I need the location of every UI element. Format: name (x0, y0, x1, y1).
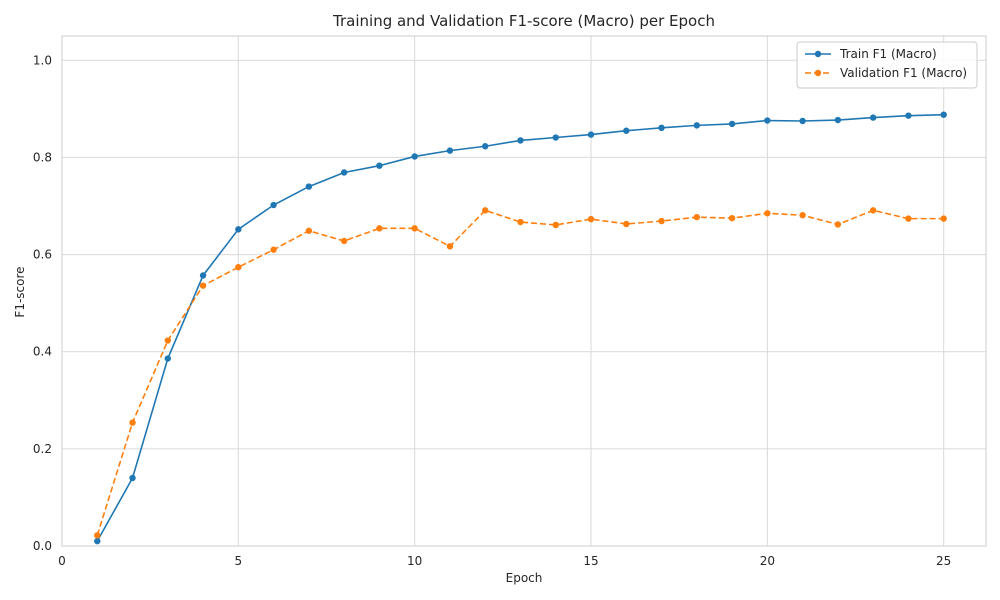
series-validation (94, 207, 947, 539)
data-point (94, 537, 101, 545)
data-point (693, 213, 701, 221)
data-point (199, 282, 207, 289)
data-point (905, 215, 912, 222)
data-point (164, 337, 172, 344)
data-point (552, 134, 559, 141)
data-point (517, 137, 524, 144)
x-tick-labels: 0 5 10 15 20 25 (58, 554, 951, 568)
data-point (764, 117, 771, 124)
data-point (446, 147, 454, 154)
data-point (270, 246, 277, 253)
x-tick-label: 25 (936, 554, 951, 568)
data-point (905, 112, 912, 119)
data-point (869, 114, 877, 121)
data-point (587, 131, 595, 138)
data-point (446, 243, 454, 250)
data-point (834, 221, 842, 228)
data-point (94, 532, 101, 539)
data-point (658, 217, 665, 225)
legend: Train F1 (Macro) Validation F1 (Macro) (796, 41, 978, 89)
data-point (305, 227, 313, 234)
data-point (164, 355, 172, 362)
data-point (834, 116, 842, 124)
plot-frame (61, 35, 987, 547)
data-point (728, 214, 736, 222)
series-train (94, 111, 947, 545)
data-point (552, 221, 559, 229)
legend-marker (814, 50, 822, 58)
data-point (693, 122, 701, 129)
chart-title: Training and Validation F1-score (Macro)… (332, 12, 715, 30)
data-point (764, 210, 771, 217)
legend-marker (814, 69, 822, 77)
legend-label: Validation F1 (Macro) (840, 66, 967, 80)
data-point (411, 153, 418, 160)
legend-box (796, 41, 978, 89)
x-tick-label: 15 (583, 554, 598, 568)
x-tick-label: 0 (58, 554, 66, 568)
x-tick-label: 5 (235, 554, 243, 568)
data-point (376, 225, 383, 232)
series-line (96, 113, 944, 542)
y-tick-label: 0.0 (33, 539, 52, 553)
data-point (129, 419, 136, 426)
data-point (376, 162, 383, 169)
x-tick-label: 20 (760, 554, 775, 568)
y-tick-label: 0.8 (33, 150, 52, 164)
data-point (658, 124, 665, 131)
data-point (940, 215, 947, 222)
data-point (411, 225, 418, 232)
y-axis-label: F1-score (13, 266, 27, 317)
data-point (340, 169, 348, 176)
data-point (728, 120, 736, 128)
data-point (340, 237, 348, 245)
x-tick-label: 10 (407, 554, 422, 568)
data-point (623, 220, 630, 228)
data-point (129, 474, 136, 482)
legend-label: Train F1 (Macro) (839, 47, 937, 61)
data-point (799, 117, 806, 125)
data-point (940, 111, 947, 118)
y-tick-label: 0.2 (33, 442, 52, 456)
x-axis-label: Epoch (506, 571, 543, 585)
y-tick-label: 1.0 (33, 53, 52, 67)
data-point (869, 207, 877, 214)
data-point (799, 212, 806, 219)
data-point (235, 264, 242, 271)
data-point (482, 207, 489, 214)
data-point (517, 218, 524, 226)
y-tick-labels: 0.0 0.2 0.4 0.6 0.8 1.0 (33, 53, 52, 553)
data-point (623, 127, 630, 134)
grid (61, 36, 986, 547)
data-point (482, 143, 489, 150)
data-point (305, 183, 313, 190)
y-tick-label: 0.6 (33, 248, 52, 262)
series-line (96, 209, 944, 536)
data-point (199, 272, 207, 279)
y-tick-label: 0.4 (33, 345, 52, 359)
data-point (587, 215, 595, 223)
data-point (235, 226, 242, 233)
series-layer (94, 111, 947, 545)
data-point (270, 201, 277, 209)
